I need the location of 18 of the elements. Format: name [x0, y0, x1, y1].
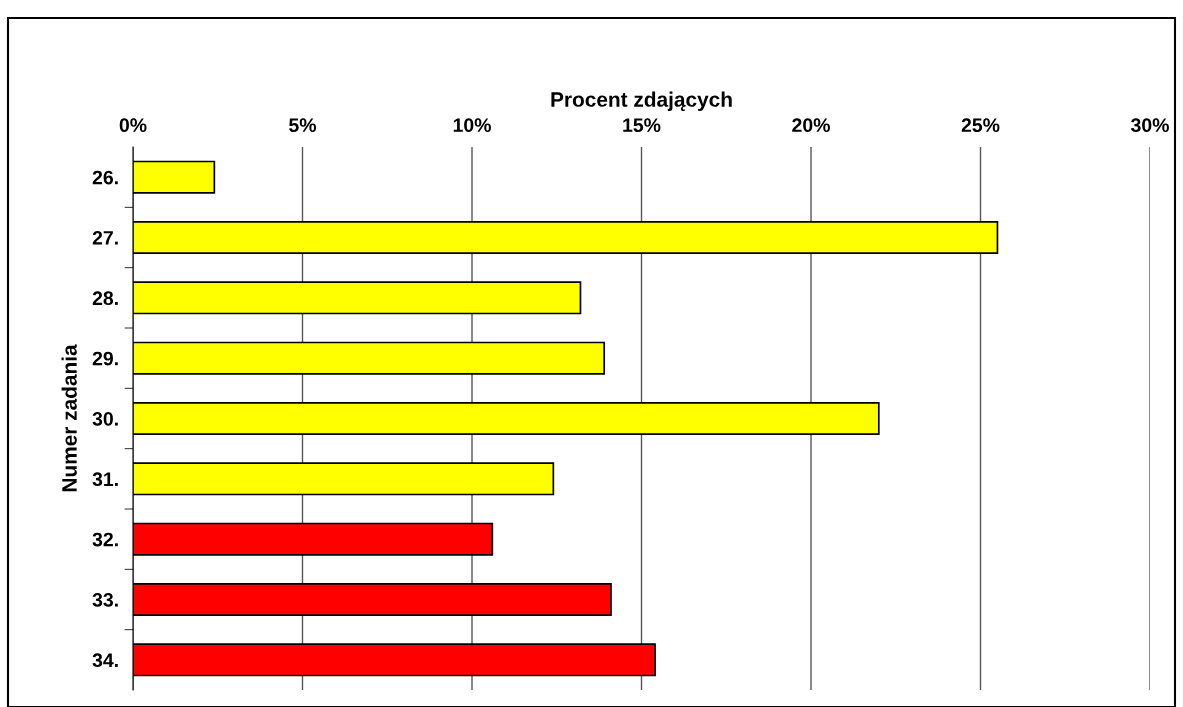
y-tick-label: 27. — [92, 230, 118, 245]
x-tick-label: 30% — [1130, 118, 1169, 133]
x-axis-title: Procent zdających — [551, 91, 732, 111]
y-tick-label: 28. — [92, 291, 118, 306]
x-tick-label: 5% — [289, 118, 317, 133]
y-tick-label: 26. — [92, 170, 118, 185]
y-tick-label: 34. — [92, 653, 118, 668]
y-tick-label: 30. — [92, 411, 118, 426]
x-tick-label: 15% — [623, 118, 661, 133]
x-tick-label: 20% — [792, 118, 830, 133]
y-tick-label: 32. — [92, 532, 118, 547]
y-tick-label: 29. — [92, 351, 118, 366]
y-tick-label: 33. — [92, 592, 118, 607]
y-tick-label: 31. — [92, 472, 118, 487]
x-tick-label: 0% — [119, 118, 147, 133]
x-tick-label: 10% — [453, 118, 491, 133]
y-axis-title: Numer zadania — [61, 344, 77, 492]
x-tick-label: 25% — [961, 118, 1000, 133]
